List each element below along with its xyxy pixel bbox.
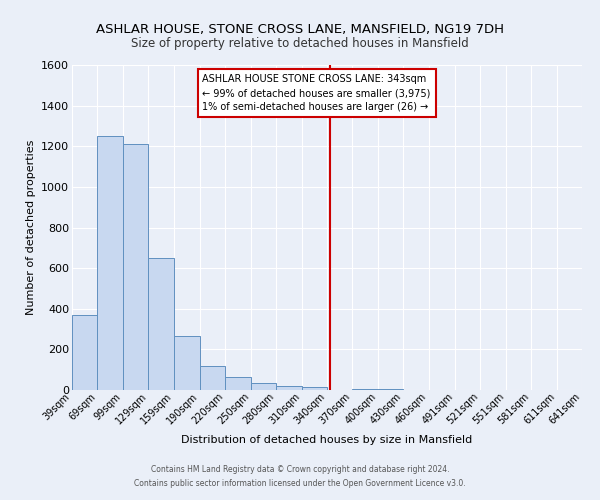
- Bar: [226, 377, 251, 390]
- Bar: [302, 387, 327, 390]
- Bar: [200, 366, 226, 390]
- Text: ASHLAR HOUSE, STONE CROSS LANE, MANSFIELD, NG19 7DH: ASHLAR HOUSE, STONE CROSS LANE, MANSFIEL…: [96, 22, 504, 36]
- Bar: [148, 258, 173, 390]
- X-axis label: Distribution of detached houses by size in Mansfield: Distribution of detached houses by size …: [181, 434, 473, 444]
- Bar: [276, 386, 302, 390]
- Y-axis label: Number of detached properties: Number of detached properties: [26, 140, 35, 315]
- Bar: [352, 389, 378, 390]
- Bar: [97, 136, 123, 390]
- Text: ASHLAR HOUSE STONE CROSS LANE: 343sqm
← 99% of detached houses are smaller (3,97: ASHLAR HOUSE STONE CROSS LANE: 343sqm ← …: [202, 74, 431, 112]
- Bar: [173, 336, 200, 390]
- Text: Contains HM Land Registry data © Crown copyright and database right 2024.
Contai: Contains HM Land Registry data © Crown c…: [134, 466, 466, 487]
- Text: Size of property relative to detached houses in Mansfield: Size of property relative to detached ho…: [131, 38, 469, 51]
- Bar: [72, 315, 97, 390]
- Bar: [123, 144, 148, 390]
- Bar: [251, 383, 276, 390]
- Bar: [378, 389, 403, 390]
